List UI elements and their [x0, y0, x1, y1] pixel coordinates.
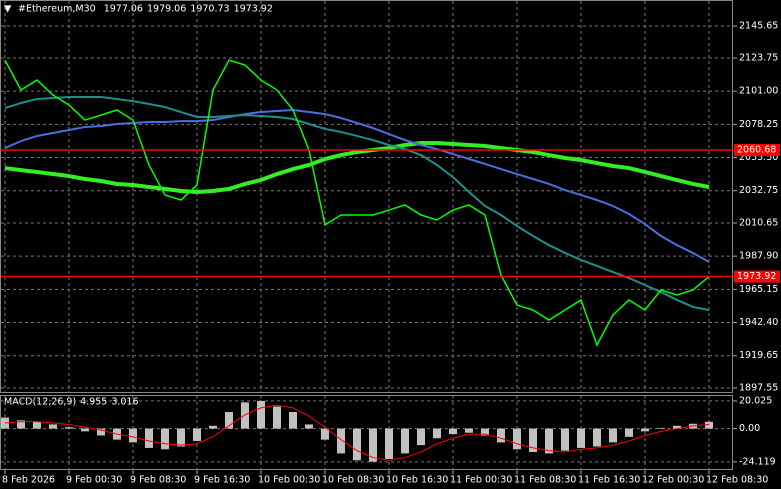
ohlc-value: 1979.06 [147, 4, 186, 15]
y-tick-label: 2145.65 [739, 21, 778, 32]
y-tick-label: 2055.50 [739, 152, 778, 163]
line-3 [4, 96, 710, 311]
y-tick-label: 2032.75 [739, 185, 778, 196]
macd-bar [673, 425, 681, 429]
x-tick-label: 11 Feb 00:30 [450, 475, 512, 486]
line-1 [4, 404, 710, 461]
y-tick-label: 1919.65 [739, 350, 778, 361]
macd-bar [561, 428, 569, 451]
macd-bar [529, 428, 537, 453]
chart-title: #Ethereum,M30 [18, 4, 96, 15]
macd-bar [145, 428, 153, 448]
macd-bar [369, 428, 377, 462]
macd-bar [33, 421, 41, 429]
x-tick-label: 10 Feb 16:30 [386, 475, 448, 486]
macd-bar [625, 428, 633, 437]
macd-bar [225, 412, 233, 429]
x-tick-label: 11 Feb 16:30 [578, 475, 640, 486]
macd-title: MACD(12,26,9) [4, 397, 76, 408]
macd-bar [257, 400, 265, 429]
macd-reading: 4.955 [80, 397, 107, 408]
macd-bar [209, 425, 217, 429]
macd-bar [497, 428, 505, 443]
x-tick-label: 8 Feb 2026 [2, 475, 55, 486]
macd-frame [0, 395, 733, 470]
macd-bar [401, 428, 409, 454]
macd-bar [241, 402, 249, 429]
x-tick-label: 9 Feb 16:30 [194, 475, 250, 486]
macd-bar [273, 406, 281, 429]
macd-bar [465, 428, 473, 433]
y-tick-label: 2101.00 [739, 86, 778, 97]
y-tick-label: 2123.75 [739, 52, 778, 63]
macd-reading: 3.016 [111, 397, 138, 408]
macd-bar [161, 428, 169, 450]
macd-bar [417, 428, 425, 446]
y-tick-label: 2078.25 [739, 119, 778, 130]
macd-bar [353, 428, 361, 461]
macd-bar [193, 428, 201, 442]
macd-bar [433, 428, 441, 439]
ohlc-value: 1973.92 [234, 4, 273, 15]
symbol-arrow: ▼ [4, 4, 12, 15]
x-tick-label: 12 Feb 08:30 [706, 475, 768, 486]
macd-bar [385, 428, 393, 459]
line-1 [4, 140, 710, 194]
y-tick-label: 1965.15 [739, 284, 778, 295]
macd-bar [321, 428, 329, 440]
ohlc-value: 1977.06 [104, 4, 143, 15]
macd-bar [609, 428, 617, 443]
macd-bar [65, 427, 73, 429]
macd-bar [17, 420, 25, 429]
y-tick-label: -24.119 [739, 456, 776, 467]
macd-bar [641, 428, 649, 432]
y-tick-label: 1942.40 [739, 317, 778, 328]
y-tick-label: 2010.65 [739, 217, 778, 228]
macd-bar [593, 428, 601, 447]
y-tick-label: 20.025 [739, 395, 772, 406]
macd-bar [97, 428, 105, 436]
level-box [734, 270, 780, 283]
macd-bar [337, 428, 345, 454]
macd-bar [481, 428, 489, 436]
level-label: 1973.92 [737, 271, 776, 282]
macd-bar [545, 428, 553, 454]
macd-bar [81, 428, 89, 432]
macd-bar [705, 421, 713, 429]
macd-bar [289, 412, 297, 429]
macd-bar [129, 428, 137, 443]
macd-bar [449, 428, 457, 435]
y-tick-label: 1987.90 [739, 251, 778, 262]
y-tick-label: 1897.55 [739, 382, 778, 393]
x-tick-label: 10 Feb 00:30 [258, 475, 320, 486]
line-0 [4, 59, 710, 347]
macd-bar [513, 428, 521, 450]
x-tick-label: 11 Feb 08:30 [514, 475, 576, 486]
macd-bar [577, 428, 585, 448]
macd-bar [49, 424, 57, 429]
level-label: 2060.68 [737, 144, 776, 155]
x-tick-label: 9 Feb 08:30 [130, 475, 186, 486]
x-tick-label: 10 Feb 08:30 [322, 475, 384, 486]
ohlc-value: 1970.73 [190, 4, 229, 15]
y-tick-label: 0.00 [739, 423, 760, 434]
line-2 [4, 108, 710, 263]
price-frame [0, 0, 733, 393]
x-tick-label: 9 Feb 00:30 [66, 475, 122, 486]
level-box [734, 143, 780, 156]
x-tick-label: 12 Feb 00:30 [642, 475, 704, 486]
macd-bar [657, 427, 665, 429]
macd-bar [177, 428, 185, 447]
macd-bar [305, 424, 313, 429]
